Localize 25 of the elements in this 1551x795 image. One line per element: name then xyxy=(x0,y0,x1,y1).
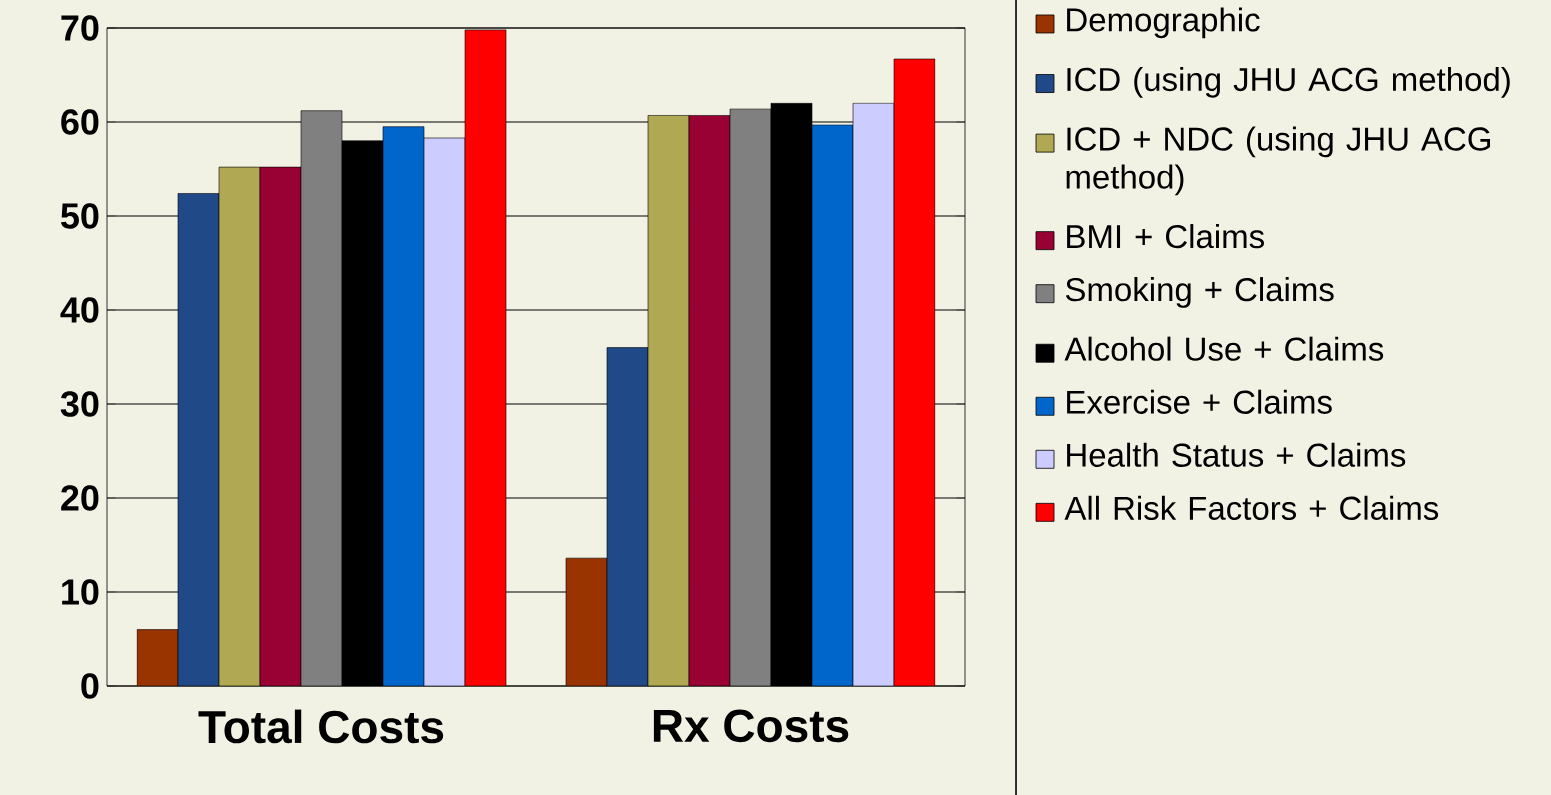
x-tick-label: Rx Costs xyxy=(653,709,849,743)
legend-label: Alcohol Use + Claims xyxy=(1064,336,1384,361)
legend-label: Demographic xyxy=(1067,7,1260,39)
legend-label: ICD + NDC (using JHU ACG method) xyxy=(1066,126,1491,196)
x-tick-label: Total Costs xyxy=(198,709,444,744)
bar xyxy=(647,115,690,686)
y-tick-label: 0 xyxy=(81,673,99,699)
bar xyxy=(811,124,854,686)
y-tick-label: 60 xyxy=(61,109,99,135)
y-tick-label: 20 xyxy=(61,485,99,511)
y-tick-label: 70 xyxy=(61,15,99,41)
bar xyxy=(565,557,608,686)
bar xyxy=(382,126,425,686)
legend-label: Exercise + Claims xyxy=(1067,389,1332,414)
legend-label: ICD (using JHU ACG method) xyxy=(1067,66,1510,98)
y-tick-label: 30 xyxy=(60,391,99,417)
legend-label: All Risk Factors + Claims xyxy=(1064,495,1439,520)
bar xyxy=(136,629,179,686)
legend-label: Health Status + Claims xyxy=(1067,442,1406,467)
bar xyxy=(218,166,261,686)
y-tick-label: 40 xyxy=(60,297,99,323)
y-tick-label: 50 xyxy=(61,203,99,229)
legend-label: Smoking + Claims xyxy=(1065,277,1334,308)
y-tick-label: 10 xyxy=(62,579,99,605)
legend-label: BMI + Claims xyxy=(1067,224,1264,249)
